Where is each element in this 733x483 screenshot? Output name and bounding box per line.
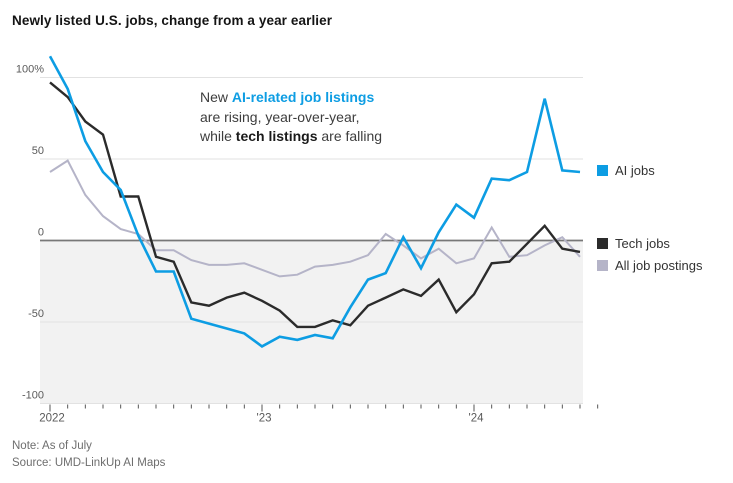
legend-label-tech-jobs: Tech jobs <box>615 236 670 251</box>
annotation-line3-suffix: are falling <box>317 128 383 144</box>
legend-item-ai-jobs: AI jobs <box>597 163 655 178</box>
y-axis-tick-label: 0 <box>38 227 44 239</box>
legend-label-ai-jobs: AI jobs <box>615 163 655 178</box>
legend-item-all-job-postings: All job postings <box>597 258 702 273</box>
annotation-tech-highlight: tech listings <box>235 128 318 144</box>
y-axis-tick-label: 50 <box>32 145 44 157</box>
all-job-postings-swatch-icon <box>597 260 608 271</box>
chart-annotation: New AI-related job listings are rising, … <box>200 88 440 147</box>
tech-jobs-line <box>49 81 581 329</box>
legend-item-tech-jobs: Tech jobs <box>597 236 670 251</box>
note-line: Note: As of July <box>12 440 92 452</box>
chart-title: Newly listed U.S. jobs, change from a ye… <box>12 13 333 28</box>
ai-jobs-line <box>48 55 581 348</box>
tech-jobs-swatch-icon <box>597 238 608 249</box>
y-axis-tick-label: -100 <box>22 390 44 402</box>
x-axis-year-label: '23 <box>257 413 272 425</box>
annotation-line1-prefix: New <box>200 89 232 105</box>
y-axis-tick-label: -50 <box>28 308 44 320</box>
chart-notes: Note: As of July Source: UMD-LinkUp AI M… <box>12 438 165 472</box>
ai-jobs-swatch-icon <box>597 165 608 176</box>
source-line: Source: UMD-LinkUp AI Maps <box>12 457 166 469</box>
annotation-line2: are rising, year-over-year, <box>200 108 360 125</box>
legend-label-all-job-postings: All job postings <box>615 258 703 273</box>
y-axis-tick-label: 100% <box>16 64 44 76</box>
annotation-line3-prefix: while <box>200 128 236 144</box>
x-axis-year-label: 2022 <box>39 413 65 425</box>
annotation-ai-highlight: AI-related job listings <box>231 89 375 105</box>
x-axis-year-label: '24 <box>469 413 485 425</box>
